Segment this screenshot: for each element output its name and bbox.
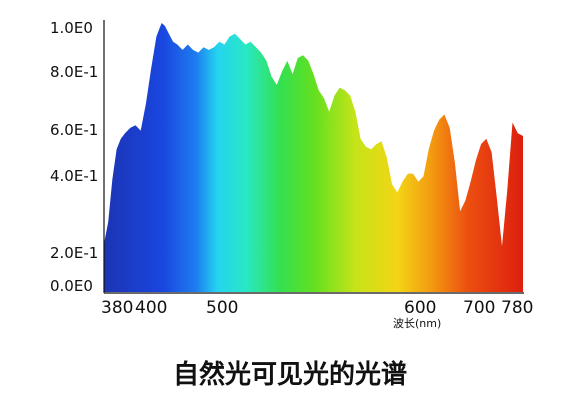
y-tick-label: 8.0E-1	[50, 63, 98, 81]
x-tick-label: 380	[101, 298, 133, 318]
x-tick-label: 600	[404, 298, 436, 318]
chart-title: 自然光可见光的光谱	[173, 359, 407, 390]
x-tick-labels: 380 400 500 600 700 780	[101, 298, 533, 318]
y-tick-labels: 1.0E0 8.0E-1 6.0E-1 4.0E-1 2.0E-1 0.0E0	[50, 19, 98, 295]
x-tick-label: 780	[501, 298, 533, 318]
y-tick-label: 2.0E-1	[50, 244, 98, 262]
x-tick-label: 400	[135, 298, 167, 318]
y-tick-label: 6.0E-1	[50, 121, 98, 139]
x-tick-label: 500	[206, 298, 238, 318]
y-tick-label: 0.0E0	[50, 277, 93, 295]
y-tick-label: 1.0E0	[50, 19, 93, 37]
x-tick-label: 700	[463, 298, 495, 318]
x-axis-unit-label: 波长(nm)	[393, 317, 441, 330]
spectrum-area	[104, 23, 523, 292]
y-tick-label: 4.0E-1	[50, 167, 98, 185]
